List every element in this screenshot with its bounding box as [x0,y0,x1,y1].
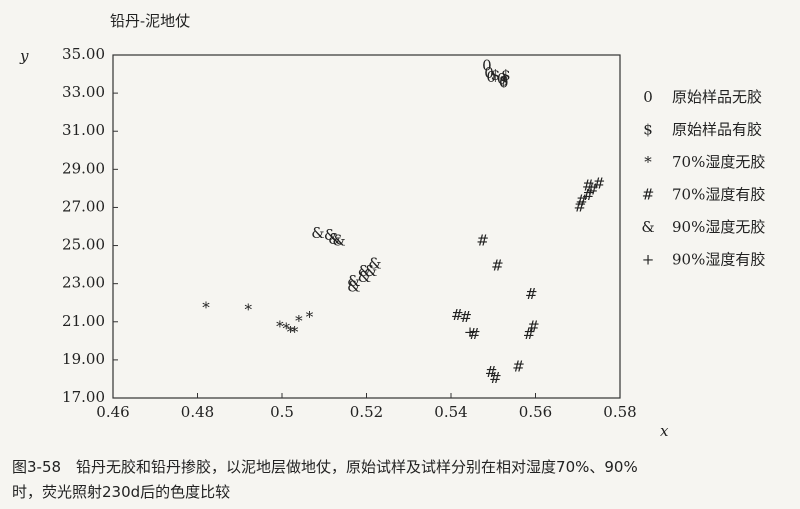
point: * [202,298,210,316]
point: 0 [484,64,494,82]
legend-label: 70%湿度有胶 [672,186,765,204]
legend-marker: + [642,251,655,269]
y-tick-label: 19.00 [62,350,105,368]
point: # [491,257,504,275]
point: $ [501,66,511,84]
legend-label: 70%湿度无胶 [672,153,765,171]
x-tick-label: 0.56 [519,403,552,421]
point: * [295,312,303,330]
point: $ [491,66,501,84]
x-tick-label: 0.54 [434,403,467,421]
point: # [523,325,536,343]
point: & [328,230,341,248]
x-axis-label: x [660,422,669,440]
point: & [347,272,360,290]
point: # [468,325,481,343]
point: # [489,369,502,387]
legend-label: 90%湿度有胶 [672,251,765,269]
caption: 图3-58 铅丹无胶和铅丹掺胶，以泥地层做地仗，原始试样及试样分别在相对湿度70… [12,458,638,476]
legend-label: 原始样品有胶 [672,121,762,139]
y-tick-label: 31.00 [62,121,105,139]
y-tick-label: 27.00 [62,197,105,215]
chart-title: 铅丹-泥地仗 [110,12,190,30]
y-tick-label: 33.00 [62,83,105,101]
point: # [451,306,464,324]
point: * [287,323,295,341]
point: * [276,317,284,335]
point: 0 [497,70,507,88]
point: & [364,262,377,280]
point: * [244,300,252,318]
x-tick-label: 0.46 [96,403,129,421]
point: # [476,232,489,250]
point: # [512,358,525,376]
point: # [525,285,538,303]
point: & [324,226,337,244]
point: + [464,323,477,341]
y-axis-label: y [19,47,29,65]
x-tick-label: 0.5 [270,403,294,421]
point: * [282,319,290,337]
point: & [358,262,371,280]
y-tick-label: 23.00 [62,274,105,292]
x-tick-label: 0.52 [350,403,383,421]
x-tick-label: 0.58 [603,403,636,421]
legend-marker: $ [643,121,653,139]
y-tick-label: 17.00 [62,388,105,406]
x-tick-label: 0.48 [181,403,214,421]
y-tick-label: 35.00 [62,45,105,63]
point: 0 [482,56,492,74]
point: & [368,255,381,273]
legend-marker: # [642,186,655,204]
plot-frame [112,54,621,399]
y-tick-label: 29.00 [62,159,105,177]
point: # [576,192,589,210]
point: & [347,277,360,295]
legend-label: 原始样品无胶 [672,88,762,106]
point: # [586,180,599,198]
point: # [582,186,595,204]
point: # [459,308,472,326]
point: 0 [499,74,509,92]
point: # [485,363,498,381]
legend-marker: 0 [643,88,653,106]
legend-marker: & [641,218,654,236]
legend-marker: * [644,153,652,171]
point: & [332,232,345,250]
y-tick-label: 21.00 [62,312,105,330]
point: # [527,317,540,335]
legend-label: 90%湿度无胶 [672,218,765,236]
point: * [306,308,314,326]
caption: 时，荧光照射230d后的色度比较 [12,483,230,501]
point: & [311,224,324,242]
point: 0 [486,68,496,86]
point: & [358,268,371,286]
point: # [593,175,606,193]
point: # [582,176,595,194]
point: $ [499,72,509,90]
y-tick-label: 25.00 [62,236,105,254]
point: # [574,197,587,215]
point: * [291,323,299,341]
